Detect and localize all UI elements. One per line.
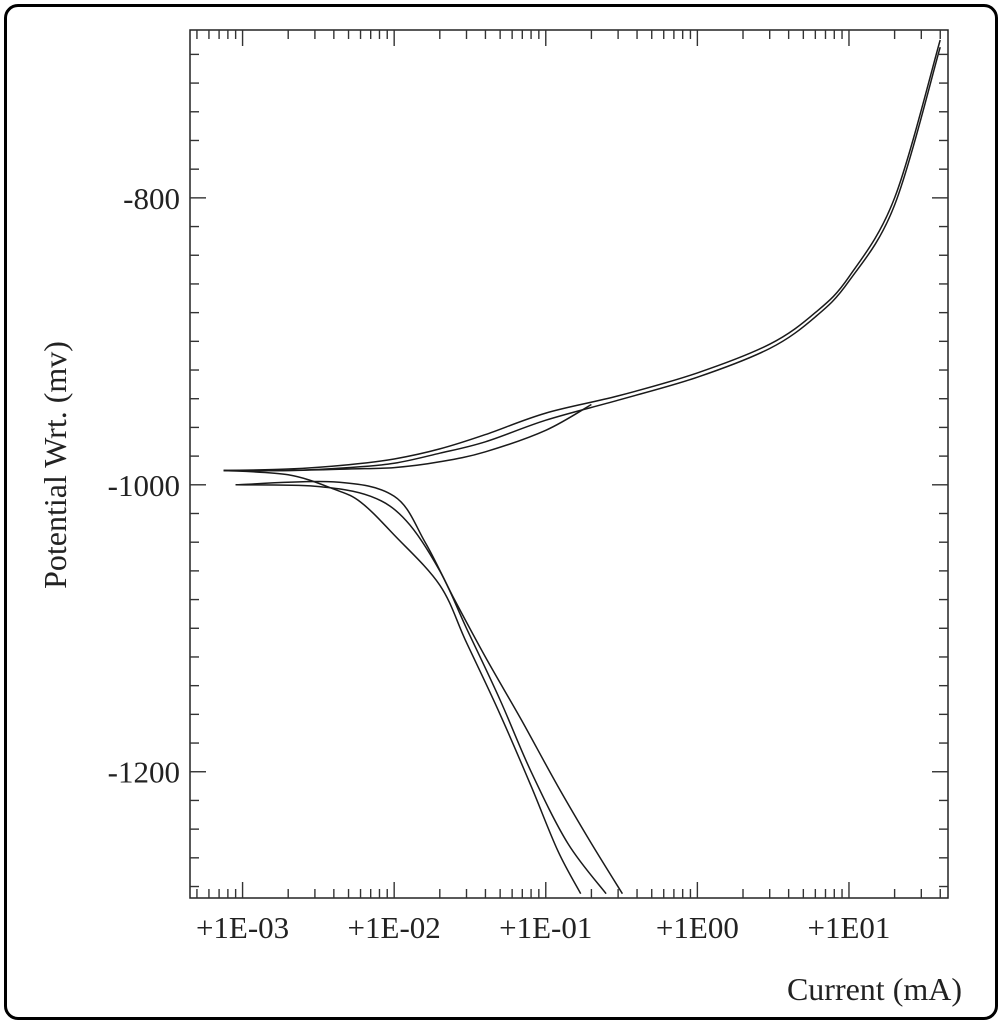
- series-line-4: [223, 469, 582, 895]
- series-line-3: [223, 403, 592, 472]
- series-line-2: [223, 46, 941, 472]
- x-tick-label: +1E-01: [499, 910, 592, 945]
- x-tick-label: +1E00: [656, 910, 739, 945]
- y-axis-label: Potential Wrt. (mv): [37, 341, 73, 589]
- tick-labels: +1E-03 +1E-02 +1E-01 +1E00 +1E01 -800 -1000 -12…: [108, 181, 891, 945]
- series-line-5: [235, 484, 607, 895]
- y-tick-label: -1200: [108, 755, 180, 790]
- series-line-1: [223, 39, 941, 472]
- x-tick-label: +1E-02: [348, 910, 441, 945]
- x-tick-label: +1E-03: [196, 910, 289, 945]
- x-tick-label: +1E01: [808, 910, 891, 945]
- x-axis-label: Current (mA): [787, 971, 962, 1007]
- axis-ticks: [190, 30, 948, 898]
- series-line-6: [235, 480, 624, 895]
- y-tick-label: -1000: [108, 468, 180, 503]
- plot-area: [189, 29, 949, 899]
- chart-frame: [4, 4, 998, 1020]
- y-tick-label: -800: [123, 181, 180, 216]
- series-group: [223, 39, 941, 895]
